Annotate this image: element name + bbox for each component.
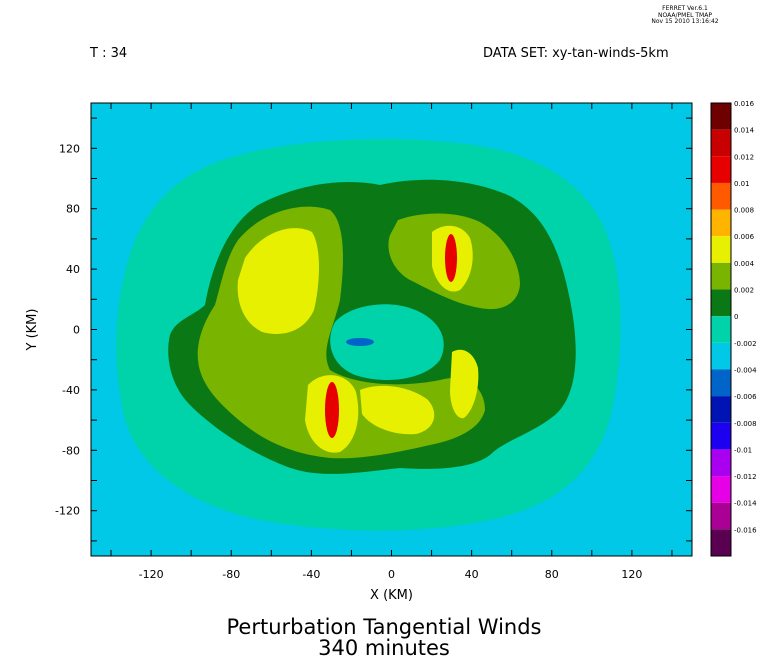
colorbar-label: 0.006 <box>734 233 755 241</box>
colorbar-swatch <box>711 529 731 556</box>
y-tick-label: 40 <box>66 263 80 276</box>
colorbar-swatch <box>711 236 731 263</box>
colorbar-label: 0.01 <box>734 180 750 188</box>
organization: NOAA/PMEL TMAP <box>658 11 712 19</box>
colorbar-swatch <box>711 262 731 290</box>
colorbar-label: -0.016 <box>734 526 757 534</box>
y-tick-label: -120 <box>55 505 80 518</box>
colorbar-label: -0.004 <box>734 366 757 374</box>
colorbar-label: 0.002 <box>734 287 754 295</box>
colorbar-swatch <box>711 182 731 210</box>
plot-timestamp: Nov 15 2010 13:16:42 <box>651 18 719 25</box>
y-tick-label: 80 <box>66 203 80 216</box>
colorbar-label: 0.008 <box>734 207 754 215</box>
region-jet-max <box>325 382 339 438</box>
chart-subtitle: 340 minutes <box>318 636 450 660</box>
colorbar-label: 0.014 <box>734 127 755 135</box>
x-tick-label: -120 <box>139 568 164 581</box>
colorbar: 0.016 0.014 0.012 0.01 0.008 0.006 0.004 0.002 0… <box>710 100 757 557</box>
x-axis: -120 -80 -40 0 40 80 120 <box>110 103 673 581</box>
region-jet-core <box>360 385 435 435</box>
dataset-label: DATA SET: xy-tan-winds-5km <box>483 46 669 61</box>
x-tick-label: 0 <box>388 568 395 581</box>
chart-title: Perturbation Tangential Winds <box>226 615 542 639</box>
time-step-label: T : 34 <box>90 46 128 61</box>
region-eye-core <box>346 338 374 346</box>
colorbar-label: -0.01 <box>734 446 752 454</box>
region-jet-core <box>450 349 479 419</box>
colorbar-label: -0.002 <box>734 340 757 348</box>
colorbar-swatch <box>711 396 731 423</box>
colorbar-label: 0 <box>734 313 738 321</box>
colorbar-label: -0.006 <box>734 393 757 401</box>
colorbar-swatch <box>711 209 731 237</box>
y-axis: 120 80 40 0 -40 -80 -120 <box>55 117 692 542</box>
colorbar-label: -0.014 <box>734 500 757 508</box>
colorbar-swatch <box>711 316 731 343</box>
colorbar-label: 0.016 <box>734 100 755 108</box>
y-tick-label: 0 <box>73 324 80 337</box>
colorbar-swatch <box>711 156 731 183</box>
colorbar-swatch <box>711 476 731 503</box>
y-tick-label: -80 <box>62 444 80 457</box>
x-tick-label: 120 <box>621 568 642 581</box>
x-tick-label: 80 <box>545 568 559 581</box>
region-eye <box>330 304 444 380</box>
x-axis-label: X (KM) <box>370 588 413 603</box>
y-tick-label: -40 <box>62 384 80 397</box>
region-jet-core <box>237 228 319 334</box>
x-tick-label: -80 <box>222 568 240 581</box>
colorbar-label: 0.012 <box>734 153 754 161</box>
colorbar-swatch <box>711 129 731 157</box>
colorbar-swatch <box>711 103 731 130</box>
colorbar-label: -0.008 <box>734 420 757 428</box>
colorbar-swatch <box>711 289 731 317</box>
colorbar-swatch <box>711 449 731 477</box>
colorbar-swatch <box>711 369 731 397</box>
contour-field <box>91 103 692 556</box>
x-tick-label: 40 <box>465 568 479 581</box>
software-header: FERRET Ver.6.1 NOAA/PMEL TMAP Nov 15 201… <box>610 5 760 26</box>
software-version: FERRET Ver.6.1 <box>662 5 708 12</box>
colorbar-swatch <box>711 342 731 370</box>
y-tick-label: 120 <box>59 142 80 155</box>
x-tick-label: -40 <box>302 568 320 581</box>
colorbar-swatch <box>711 422 731 450</box>
colorbar-swatch <box>711 502 731 530</box>
colorbar-frame <box>710 102 732 557</box>
colorbar-label: -0.012 <box>734 473 757 481</box>
region-jet-max <box>445 234 457 282</box>
colorbar-label: 0.004 <box>734 260 755 268</box>
y-axis-label: Y (KM) <box>25 309 40 352</box>
